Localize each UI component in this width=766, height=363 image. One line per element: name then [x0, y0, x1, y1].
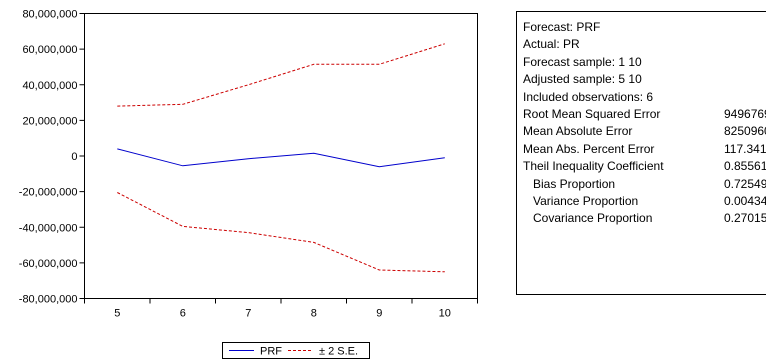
stat-value: 0.855614: [724, 159, 766, 174]
forecast-chart: 80,000,000 60,000,000 40,000,000 20,000,000…: [19, 9, 478, 359]
y-tick-label: 0: [71, 151, 77, 163]
stat-value: 0.725495: [724, 176, 766, 191]
stat-label: Mean Absolute Error: [523, 124, 633, 139]
stat-row-bias: Bias Proportion 0.725495: [523, 176, 766, 193]
y-tick-label: 40,000,000: [22, 80, 77, 92]
x-tick-label: 6: [180, 308, 186, 320]
stat-forecast-sample: Forecast sample: 1 10: [523, 54, 642, 69]
x-tick-label: 5: [114, 308, 120, 320]
series-lower-se-line: [117, 192, 445, 273]
x-tick-label: 7: [245, 308, 251, 320]
legend-label-prf: PRF: [260, 346, 282, 358]
y-tick-label: -40,000,000: [19, 222, 78, 234]
x-axis: 5 6 7 8 9 10: [84, 298, 478, 320]
stat-value: 117.3416: [724, 141, 766, 156]
legend-label-se: ± 2 S.E.: [319, 346, 358, 358]
stat-label: Bias Proportion: [533, 176, 616, 191]
stat-row-rmse: Root Mean Squared Error 9496769.: [523, 106, 766, 123]
stat-row-variance: Variance Proportion 0.004348: [523, 193, 766, 210]
stat-label: Root Mean Squared Error: [523, 107, 661, 122]
x-tick-label: 10: [439, 308, 451, 320]
legend: PRF ± 2 S.E.: [222, 342, 370, 359]
y-tick-label: 80,000,000: [22, 9, 77, 21]
y-tick-label: -60,000,000: [19, 258, 78, 270]
stat-row-covariance: Covariance Proportion 0.270157: [523, 210, 766, 227]
stat-adjusted-sample: Adjusted sample: 5 10: [523, 72, 642, 87]
y-tick-label: 20,000,000: [22, 115, 77, 127]
y-tick-label: -80,000,000: [19, 294, 78, 306]
y-axis: 80,000,000 60,000,000 40,000,000 20,000,000…: [19, 9, 85, 306]
x-tick-label: 8: [311, 308, 317, 320]
series-prf-line: [117, 148, 445, 168]
stat-forecast-name: Forecast: PRF: [523, 20, 601, 34]
stat-row-mae: Mean Absolute Error 8250960.: [523, 123, 766, 140]
forecast-stats-panel: Forecast: PRF Actual: PR Forecast sample…: [516, 11, 766, 295]
series-upper-se-line: [117, 43, 445, 107]
stat-label: Theil Inequality Coefficient: [523, 159, 664, 174]
y-tick-label: -20,000,000: [19, 187, 78, 199]
stat-actual-name: Actual: PR: [523, 37, 580, 52]
stat-label: Covariance Proportion: [533, 211, 653, 226]
stat-value: 0.270157: [724, 211, 766, 226]
stat-row-theil: Theil Inequality Coefficient 0.855614: [523, 158, 766, 175]
stat-row-mape: Mean Abs. Percent Error 117.3416: [523, 141, 766, 158]
stat-included-observations: Included observations: 6: [523, 89, 654, 104]
y-tick-label: 60,000,000: [22, 44, 77, 56]
stat-value: 0.004348: [724, 193, 766, 208]
series-layer: [117, 43, 445, 273]
stat-label: Variance Proportion: [533, 193, 639, 208]
stat-label: Mean Abs. Percent Error: [523, 141, 655, 156]
stat-value: 9496769.: [724, 107, 766, 122]
stat-value: 8250960.: [724, 124, 766, 139]
x-tick-label: 9: [376, 308, 382, 320]
